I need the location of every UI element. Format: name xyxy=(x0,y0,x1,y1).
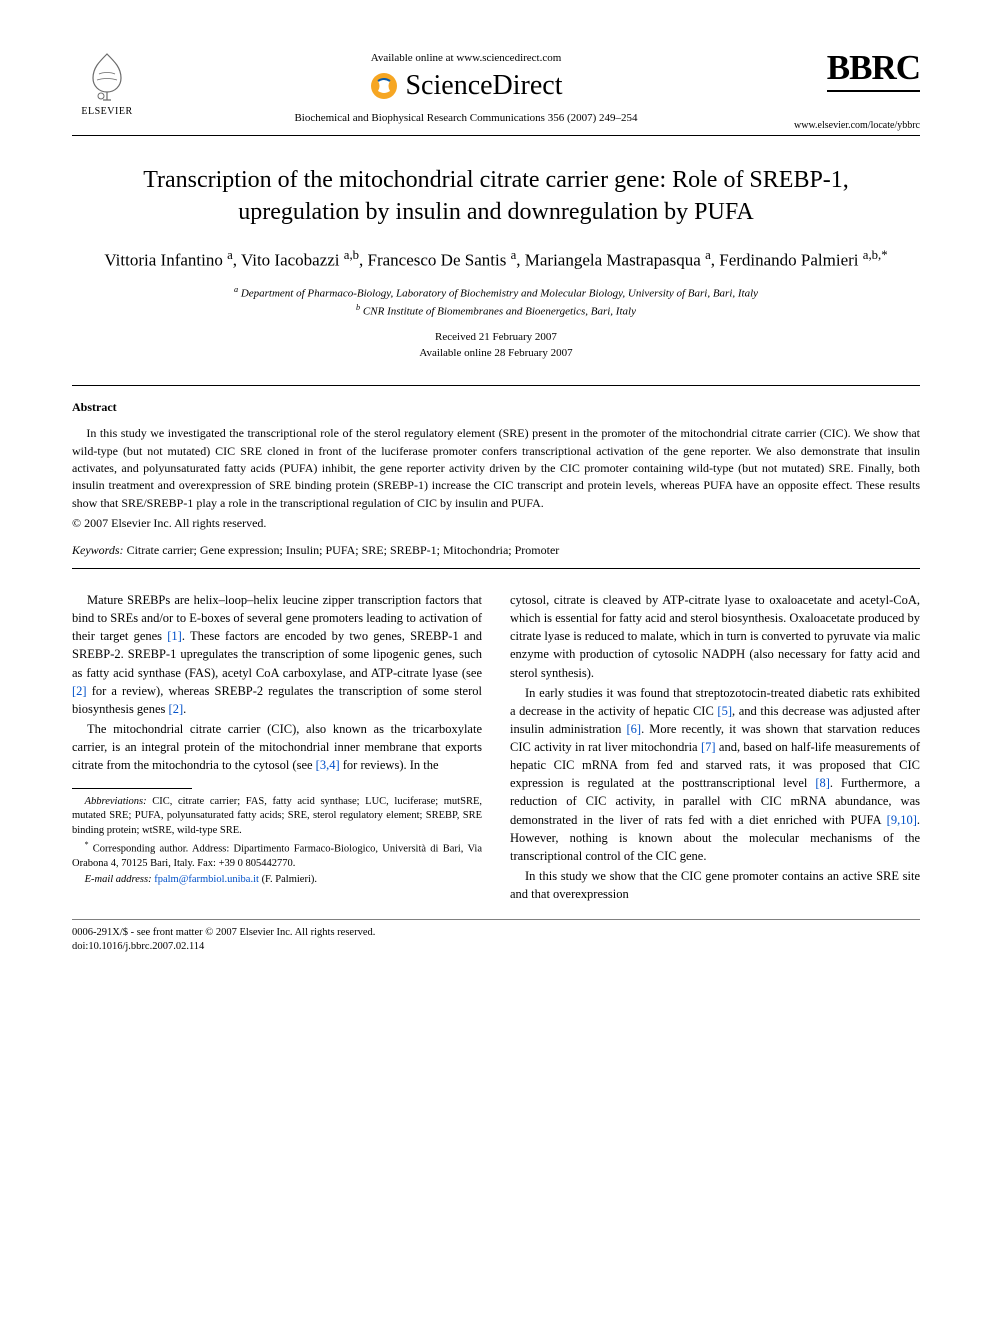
column-right: cytosol, citrate is cleaved by ATP-citra… xyxy=(510,591,920,905)
citation-link[interactable]: [1] xyxy=(167,629,182,643)
citation-link[interactable]: [3,4] xyxy=(316,758,340,772)
header-rule xyxy=(72,135,920,136)
citation-link[interactable]: [2] xyxy=(169,702,184,716)
body-para-5: In this study we show that the CIC gene … xyxy=(510,867,920,903)
journal-url[interactable]: www.elsevier.com/locate/ybbrc xyxy=(794,120,920,131)
elsevier-tree-icon xyxy=(79,48,135,104)
page-footer: 0006-291X/$ - see front matter © 2007 El… xyxy=(72,926,920,953)
column-left: Mature SREBPs are helix–loop–helix leuci… xyxy=(72,591,482,905)
email-link[interactable]: fpalm@farmbiol.uniba.it xyxy=(154,874,259,885)
article-dates: Received 21 February 2007 Available onli… xyxy=(72,330,920,361)
sciencedirect-icon xyxy=(369,71,399,101)
publisher-logo-block: ELSEVIER xyxy=(72,48,142,117)
keywords-line: Keywords: Citrate carrier; Gene expressi… xyxy=(72,543,920,558)
body-para-2: The mitochondrial citrate carrier (CIC),… xyxy=(72,720,482,774)
received-date: Received 21 February 2007 xyxy=(72,330,920,345)
footnote-email: E-mail address: fpalm@farmbiol.uniba.it … xyxy=(72,873,482,887)
citation-link[interactable]: [8] xyxy=(815,776,830,790)
affiliation-b: b CNR Institute of Biomembranes and Bioe… xyxy=(72,302,920,320)
footer-rule xyxy=(72,919,920,920)
sciencedirect-logo: ScienceDirect xyxy=(369,70,562,102)
publisher-name: ELSEVIER xyxy=(81,106,132,117)
abstract-rule-bottom xyxy=(72,568,920,569)
body-para-1: Mature SREBPs are helix–loop–helix leuci… xyxy=(72,591,482,718)
body-columns: Mature SREBPs are helix–loop–helix leuci… xyxy=(72,591,920,905)
available-online-text: Available online at www.sciencedirect.co… xyxy=(371,52,562,64)
footnote-corresponding: * Corresponding author. Address: Diparti… xyxy=(72,840,482,871)
keywords-list: Citrate carrier; Gene expression; Insuli… xyxy=(127,543,560,557)
footnotes: Abbreviations: CIC, citrate carrier; FAS… xyxy=(72,795,482,887)
keywords-label: Keywords: xyxy=(72,543,124,557)
abstract-rule-top xyxy=(72,385,920,386)
journal-citation: Biochemical and Biophysical Research Com… xyxy=(294,112,637,124)
citation-link[interactable]: [5] xyxy=(717,704,732,718)
journal-abbrev: BBRC xyxy=(827,48,920,92)
affiliations: a Department of Pharmaco-Biology, Labora… xyxy=(72,284,920,320)
article-title: Transcription of the mitochondrial citra… xyxy=(112,164,880,229)
abstract-body: In this study we investigated the transc… xyxy=(72,425,920,512)
footer-issn: 0006-291X/$ - see front matter © 2007 El… xyxy=(72,926,920,940)
footer-doi: doi:10.1016/j.bbrc.2007.02.114 xyxy=(72,940,920,954)
footnote-rule xyxy=(72,788,192,789)
body-para-3: cytosol, citrate is cleaved by ATP-citra… xyxy=(510,591,920,682)
abstract-copyright: © 2007 Elsevier Inc. All rights reserved… xyxy=(72,516,920,531)
page-header: ELSEVIER Available online at www.science… xyxy=(72,48,920,131)
author-list: Vittoria Infantino a, Vito Iacobazzi a,b… xyxy=(72,247,920,272)
citation-link[interactable]: [9,10] xyxy=(887,813,917,827)
footnote-abbreviations: Abbreviations: CIC, citrate carrier; FAS… xyxy=(72,795,482,838)
citation-link[interactable]: [7] xyxy=(701,740,716,754)
available-date: Available online 28 February 2007 xyxy=(72,346,920,361)
header-center: Available online at www.sciencedirect.co… xyxy=(142,48,790,124)
sciencedirect-text: ScienceDirect xyxy=(405,70,562,102)
citation-link[interactable]: [2] xyxy=(72,684,87,698)
affiliation-a: a Department of Pharmaco-Biology, Labora… xyxy=(72,284,920,302)
body-para-4: In early studies it was found that strep… xyxy=(510,684,920,865)
abstract-heading: Abstract xyxy=(72,400,920,415)
journal-brand-block: BBRC www.elsevier.com/locate/ybbrc xyxy=(790,48,920,131)
citation-link[interactable]: [6] xyxy=(626,722,641,736)
